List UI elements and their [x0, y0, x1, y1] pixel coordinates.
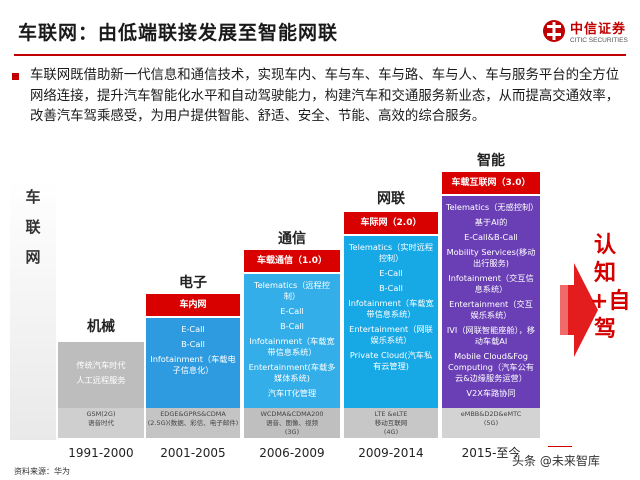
stage-item: Infotainment（交互信息系统） [448, 273, 534, 294]
stage-name: 网联 [377, 191, 405, 207]
stage-body: Telematics（实时远程控制） E-Call B-Call Infotai… [344, 236, 438, 408]
stage-item: Entertainment(车载多媒体系统) [248, 362, 336, 383]
stage-electronic: 电子 车内网 E-Call B-Call Infotainment（车载电子信息… [146, 268, 240, 470]
watermark: 头条 @未来智库 [512, 454, 600, 468]
stage-item: Entertainment（交互娱乐系统） [449, 299, 533, 320]
logo-name-cn: 中信证券 [570, 22, 627, 37]
stage-header: 车载互联网（3.0） [442, 172, 540, 194]
stage-connected: 网联 车际网（2.0） Telematics（实时远程控制） E-Call B-… [344, 188, 438, 470]
stage-item: Telematics（实时远程控制） [348, 242, 434, 263]
stage-body: E-Call B-Call Infotainment（车载电子信息化） [146, 318, 240, 408]
bullet-icon [12, 73, 19, 80]
stage-years: 1991-2000 [68, 446, 134, 460]
stage-item: Mobility Services(移动出行服务) [446, 247, 536, 268]
stage-intelligent: 智能 车载互联网（3.0） Telematics（无感控制） 基于AI的 E-C… [442, 150, 540, 470]
stage-name: 机械 [87, 319, 115, 335]
stage-communication: 通信 车载通信（1.0） Telematics（远程控制） E-Call B-C… [244, 226, 340, 470]
stage-item: Infotainment（车载电子信息化） [150, 354, 236, 375]
stage-tech: LTE &eLTE 移动互联网 (4G) [344, 408, 438, 438]
stage-name: 智能 [477, 153, 505, 169]
stage-tech: eMBB&D2D&eMTC (5G) [442, 408, 540, 438]
page-title: 车联网：由低端联接发展至智能网联 [18, 22, 339, 44]
stage-item: IVI（网联智能座舱），移动车载AI [446, 325, 536, 346]
stage-item: Telematics（远程控制） [254, 280, 330, 301]
year-dash [548, 446, 572, 447]
axis-label: 车联网 [25, 188, 41, 266]
stage-item: Mobile Cloud&Fog Computing（汽车公有云&边缘服务运营） [448, 351, 534, 383]
stage-tech: WCDMA&CDMA200 语音、图像、视频 (3G) [244, 408, 340, 438]
stage-tech: EDGE&GPRS&CDMA (2.5G)(数据、彩信、电子邮件) [146, 408, 240, 438]
axis-panel [10, 178, 56, 440]
stage-item: 传统汽车时代 [76, 360, 126, 370]
stage-item: Infotainment（车载宽带信息系统） [348, 298, 434, 319]
intro-paragraph: 车联网既借助新一代信息和通信技术，实现车内、车与车、车与路、车与人、车与服务平台… [30, 68, 620, 124]
stage-item: E-Call [280, 306, 304, 316]
stage-header: 车载通信（1.0） [244, 250, 340, 272]
stage-years: 2009-2014 [358, 446, 424, 460]
stage-years: 2015-至今 [461, 446, 521, 460]
stage-item: Infotainment（车载宽带信息系统） [249, 336, 335, 357]
stage-item: B-Call [379, 283, 403, 293]
source-note: 资料来源：华为 [14, 467, 70, 476]
stage-item: Telematics（无感控制） [446, 202, 539, 212]
stage-item: V2X车路协同 [466, 388, 516, 398]
stage-item: 基于AI的 [474, 217, 508, 227]
stage-item: E-Call&B-Call [464, 232, 518, 242]
citic-logo-icon [543, 20, 565, 42]
logo-name-en: CITIC SECURITIES [570, 37, 628, 44]
title-divider [14, 54, 626, 56]
stage-item: Private Cloud(汽车私有云管理) [349, 350, 433, 371]
citic-logo: 中信证券 CITIC SECURITIES [542, 17, 632, 51]
stage-header: 车际网（2.0） [344, 212, 438, 234]
stage-name: 通信 [278, 231, 306, 247]
stage-item: E-Call [181, 324, 205, 334]
stage-body: Telematics（远程控制） E-Call B-Call Infotainm… [244, 274, 340, 408]
stage-item: 人工远程服务 [76, 375, 126, 385]
stage-years: 2001-2005 [160, 446, 226, 460]
outcome-label: 认知+自驾 [590, 233, 631, 342]
stage-item: E-Call [379, 268, 403, 278]
stage-header: 车内网 [146, 294, 240, 316]
stage-body: 传统汽车时代 人工远程服务 [58, 342, 144, 408]
stage-years: 2006-2009 [259, 446, 325, 460]
stage-item: B-Call [181, 339, 205, 349]
stage-item: 汽车IT化管理 [267, 388, 317, 398]
stage-body: Telematics（无感控制） 基于AI的 E-Call&B-Call Mob… [442, 196, 540, 408]
stage-name: 电子 [179, 275, 207, 291]
stage-item: Entertainment（网联娱乐系统） [349, 324, 433, 345]
stage-tech: GSM(2G) 语音时代 [58, 408, 144, 438]
outcome-arrow-icon [560, 263, 598, 357]
stage-mechanical: 机械 传统汽车时代 人工远程服务 GSM(2G) 语音时代 1991-2000 [58, 300, 144, 470]
stage-item: B-Call [280, 321, 304, 331]
